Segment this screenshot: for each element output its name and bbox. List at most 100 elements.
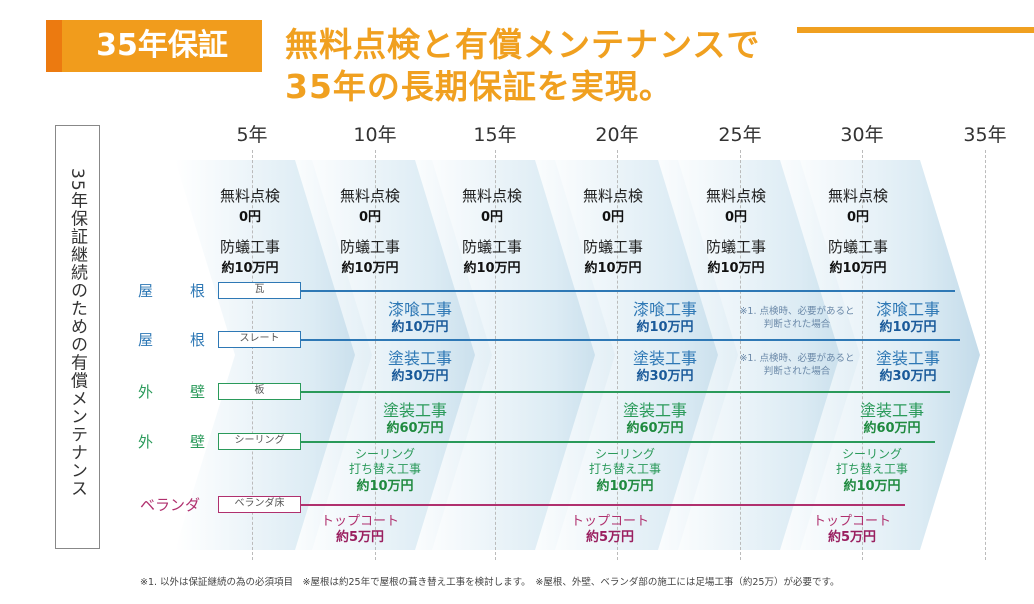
chevron-segment [535, 160, 738, 550]
termite-cost: 約10万円 [463, 261, 521, 276]
row-area: 屋 [138, 331, 154, 349]
inspection-cost: 0円 [238, 210, 262, 225]
note-line: 判断された場合 [763, 319, 831, 330]
work-label: 塗装工事 [382, 401, 448, 420]
work-cost: 約10万円 [391, 320, 449, 335]
work-label: 塗装工事 [622, 401, 688, 420]
work-cost: 約10万円 [843, 479, 901, 494]
material-box: 瓦 [218, 282, 301, 299]
work-label: トップコート [812, 514, 892, 529]
termite-cost: 約10万円 [584, 261, 642, 276]
chevron-segment [295, 160, 492, 550]
year-gridline [862, 150, 863, 560]
termite-cost: 約10万円 [707, 261, 765, 276]
work-cost: 約60万円 [626, 421, 684, 436]
inspection-cost: 0円 [480, 210, 504, 225]
termite-label: 防蟻工事 [339, 238, 401, 256]
row-area: 外 [138, 383, 154, 401]
title-line1: 無料点検と有償メンテナンスで [285, 25, 761, 64]
inspection-cost: 0円 [358, 210, 382, 225]
work-cost: 約30万円 [636, 369, 694, 384]
row-area: 根 [190, 331, 206, 349]
year-label: 20年 [595, 124, 639, 146]
work-cost: 約10万円 [596, 479, 654, 494]
termite-label: 防蟻工事 [219, 238, 281, 256]
row-line [300, 339, 960, 341]
row-line [300, 441, 935, 443]
material-box: 板 [218, 383, 301, 400]
year-gridline [985, 150, 986, 560]
warranty-badge: 35年保証 [62, 20, 262, 72]
work-label: 漆喰工事 [387, 300, 453, 319]
row-line [300, 504, 905, 506]
year-gridline [617, 150, 618, 560]
year-gridline [495, 150, 496, 560]
work-cost: 約30万円 [391, 369, 449, 384]
year-label: 30年 [840, 124, 884, 146]
inspection-cost: 0円 [846, 210, 870, 225]
inspection-label: 無料点検 [705, 187, 767, 205]
row-line [300, 290, 955, 292]
work-label: トップコート [570, 514, 650, 529]
badge-accent [46, 20, 62, 72]
material-box: シーリング [218, 433, 301, 450]
inspection-label: 無料点検 [582, 187, 644, 205]
title-line2: 35年の長期保証を実現。 [285, 67, 673, 106]
inspection-label: 無料点検 [827, 187, 889, 205]
work-label: シーリング [354, 447, 416, 461]
year-label: 5年 [236, 124, 268, 146]
termite-label: 防蟻工事 [461, 238, 523, 256]
year-gridline [252, 150, 253, 560]
work-cost: 約5万円 [585, 530, 635, 545]
inspection-cost: 0円 [601, 210, 625, 225]
row-area: 壁 [190, 433, 206, 451]
work-cost: 約60万円 [863, 421, 921, 436]
material-box: ベランダ床 [218, 496, 301, 513]
work-label: 漆喰工事 [632, 300, 698, 319]
row-area: 屋 [138, 282, 154, 300]
row-area: 壁 [190, 383, 206, 401]
work-label: 塗装工事 [875, 349, 941, 368]
note-line: ※1. 点検時、必要があると [739, 306, 855, 317]
termite-label: 防蟻工事 [705, 238, 767, 256]
termite-label: 防蟻工事 [582, 238, 644, 256]
work-label: 塗装工事 [387, 349, 453, 368]
work-cost: 約30万円 [879, 369, 937, 384]
row-area: 根 [190, 282, 206, 300]
work-label: 打ち替え工事 [835, 462, 909, 476]
work-label: 打ち替え工事 [588, 462, 662, 476]
work-label: 漆喰工事 [875, 300, 941, 319]
footnote: ※1. 以外は保証継続の為の必須項目 ※屋根は約25年で屋根の葺き替え工事を検討… [140, 577, 840, 588]
inspection-cost: 0円 [724, 210, 748, 225]
work-cost: 約10万円 [636, 320, 694, 335]
work-cost: 約10万円 [356, 479, 414, 494]
work-label: シーリング [841, 447, 903, 461]
year-label: 15年 [473, 124, 517, 146]
termite-cost: 約10万円 [829, 261, 887, 276]
material-box: スレート [218, 331, 301, 348]
row-line [300, 391, 950, 393]
inspection-label: 無料点検 [461, 187, 523, 205]
chevron-segment [658, 160, 860, 550]
work-label: 打ち替え工事 [348, 462, 422, 476]
inspection-label: 無料点検 [219, 187, 281, 205]
work-label: シーリング [594, 447, 656, 461]
year-gridline [375, 150, 376, 560]
row-area: 外 [138, 433, 154, 451]
side-label: 35年保証継続のための有償メンテナンス [55, 125, 100, 549]
work-cost: 約5万円 [827, 530, 877, 545]
work-label: トップコート [320, 514, 400, 529]
chevron-segment [780, 160, 980, 550]
termite-cost: 約10万円 [221, 261, 279, 276]
inspection-label: 無料点検 [339, 187, 401, 205]
work-cost: 約10万円 [879, 320, 937, 335]
year-label: 25年 [718, 124, 762, 146]
work-label: 塗装工事 [632, 349, 698, 368]
work-label: 塗装工事 [859, 401, 925, 420]
note-line: ※1. 点検時、必要があると [739, 353, 855, 364]
title-rule [797, 27, 1034, 33]
chevron-segment [175, 160, 372, 550]
work-cost: 約60万円 [386, 421, 444, 436]
work-cost: 約5万円 [335, 530, 385, 545]
